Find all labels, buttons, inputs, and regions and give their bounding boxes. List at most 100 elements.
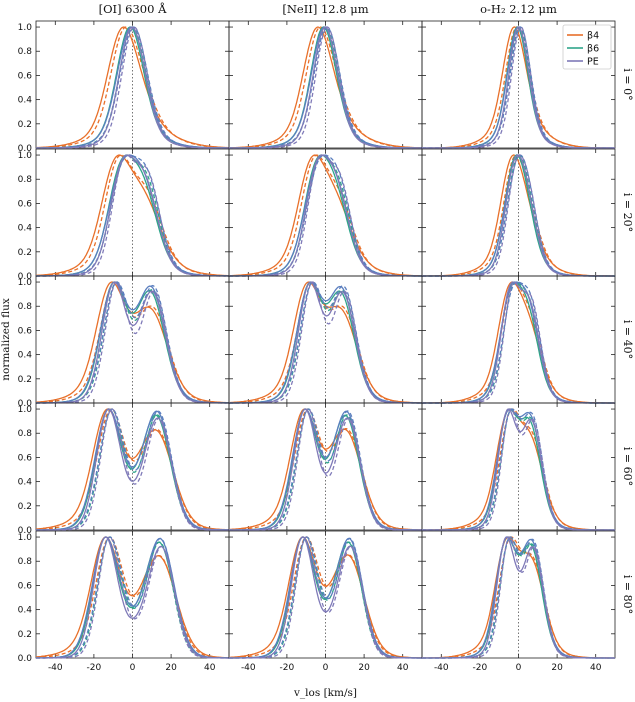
series-line-b4-solid (35, 408, 229, 531)
x-tick-label: 20 (165, 663, 177, 673)
x-tick-label: 0 (516, 663, 522, 673)
series-line-b4-solid (228, 408, 422, 531)
x-tick-label: 40 (397, 663, 409, 673)
row-label: i = 20° (621, 193, 634, 232)
y-tick-label: 0.2 (18, 502, 32, 512)
y-tick-label: 0.2 (18, 375, 32, 385)
series-line-b4-dashed (229, 281, 422, 404)
panel-oi-40: 0.0 0.2 0.4 0.6 0.8 1.0 (18, 275, 230, 409)
x-axis-label: v_los [km/s] (293, 687, 357, 699)
series-line-pe-solid (422, 26, 615, 149)
x-tick-label: 20 (551, 663, 563, 673)
series-line-pe-dashed (229, 536, 422, 659)
x-tick-label: 40 (204, 663, 216, 673)
y-tick-label: 0.4 (18, 351, 33, 361)
panel-neii-60 (228, 402, 423, 531)
x-tick-label: -40 (48, 663, 63, 673)
series-line-b6-dashed (229, 536, 422, 659)
series-line-b4-dashed (36, 26, 229, 149)
panel-oi-60: 0.0 0.2 0.4 0.6 0.8 1.0 (18, 402, 230, 536)
series-line-pe-solid (36, 408, 229, 531)
panel-neii-0 (228, 20, 423, 149)
legend-frame (562, 24, 612, 70)
y-tick-label: 0.2 (18, 120, 32, 130)
x-tick-label: 0 (323, 663, 329, 673)
series-line-pe-dashed (229, 281, 422, 404)
series-line-b4-dashed (229, 408, 422, 531)
series-line-pe-dashed (36, 154, 229, 277)
series-line-pe-solid (229, 536, 422, 659)
row-label: i = 80° (621, 575, 634, 614)
y-tick-label: 1.0 (18, 151, 33, 161)
y-tick-label: 0.0 (18, 272, 33, 282)
y-tick-label: 0.8 (18, 429, 33, 439)
series-line-pe-solid (36, 281, 229, 404)
series-line-pe-dashed (229, 408, 422, 531)
series-line-b4-solid (228, 154, 422, 277)
panel-h2-40 (421, 275, 616, 404)
panel-h2-60 (421, 402, 616, 531)
y-tick-label: 1.0 (18, 23, 33, 33)
series-line-blue-dashed (229, 154, 422, 277)
y-tick-label: 0.4 (18, 478, 33, 488)
y-tick-label: 0.6 (18, 326, 33, 336)
y-tick-label: 1.0 (18, 533, 33, 543)
panel-h2-20 (421, 148, 616, 277)
x-tick-label: -40 (434, 663, 449, 673)
series-line-blue-solid (35, 408, 229, 531)
series-line-b4-dashed (36, 281, 229, 404)
legend-label: β4 (587, 31, 599, 42)
series-line-pe-solid (36, 536, 229, 659)
y-tick-label: 1.0 (18, 405, 33, 415)
panel-neii-40 (228, 275, 423, 404)
x-tick-label: 0 (130, 663, 136, 673)
panel-h2-0 (421, 20, 616, 149)
y-tick-label: 0.8 (18, 557, 33, 567)
x-tick-label: -20 (87, 663, 102, 673)
y-tick-label: 0.0 (18, 144, 33, 154)
x-tick-label: -20 (473, 663, 488, 673)
series-line-b4-dashed (36, 536, 229, 659)
panel-oi-20: 0.0 0.2 0.4 0.6 0.8 1.0 (18, 148, 230, 282)
series-line-b4-dashed (36, 408, 229, 531)
row-label: i = 40° (621, 320, 634, 359)
panel-neii-80: -40 -20 0 20 40 (228, 530, 423, 673)
series-line-b4-solid (35, 154, 229, 277)
legend-label: β6 (587, 44, 599, 55)
x-tick-label: 40 (590, 663, 602, 673)
y-tick-label: 0.4 (18, 96, 33, 106)
column-title-h2: o-H₂ 2.12 μm (480, 2, 557, 16)
x-tick-label: 20 (358, 663, 370, 673)
y-tick-label: 0.4 (18, 224, 33, 234)
series-line-b6-dashed (229, 281, 422, 404)
y-tick-label: 0.8 (18, 302, 33, 312)
series-line-pe-dashed (422, 26, 615, 149)
series-line-b4-dashed (228, 154, 422, 277)
row-label: i = 0° (621, 68, 634, 100)
y-tick-label: 0.6 (18, 581, 33, 591)
y-tick-label: 0.6 (18, 453, 33, 463)
panel-h2-80: -40 -20 0 20 40 (421, 530, 616, 673)
y-axis-label: normalized flux (0, 298, 12, 381)
y-tick-label: 0.6 (18, 71, 33, 81)
x-tick-label: -40 (241, 663, 256, 673)
y-tick-label: 1.0 (18, 278, 33, 288)
series-line-pe-dashed (422, 536, 615, 659)
series-line-pe-dashed (229, 26, 422, 149)
y-tick-label: 0.8 (18, 175, 33, 185)
y-tick-label: 0.4 (18, 606, 33, 616)
y-tick-label: 0.6 (18, 199, 33, 209)
x-tick-label: -20 (280, 663, 295, 673)
series-line-pe-dashed (36, 536, 229, 659)
panel-oi-80: -40 -20 0 20 40 0.0 0.2 0.4 0.6 0.8 1.0 (18, 530, 230, 673)
row-label: i = 60° (621, 447, 634, 486)
y-tick-label: 0.8 (18, 47, 33, 57)
series-line-b4-dashed (36, 154, 230, 277)
y-tick-label: 0.2 (18, 630, 32, 640)
column-title-oi: [OI] 6300 Å (99, 2, 168, 16)
panel-oi-0: 0.0 0.2 0.4 0.6 0.8 1.0 (18, 20, 230, 154)
legend-label: PE (587, 57, 599, 68)
series-line-pe-solid (36, 26, 229, 149)
series-line-pe-dashed (36, 26, 229, 149)
